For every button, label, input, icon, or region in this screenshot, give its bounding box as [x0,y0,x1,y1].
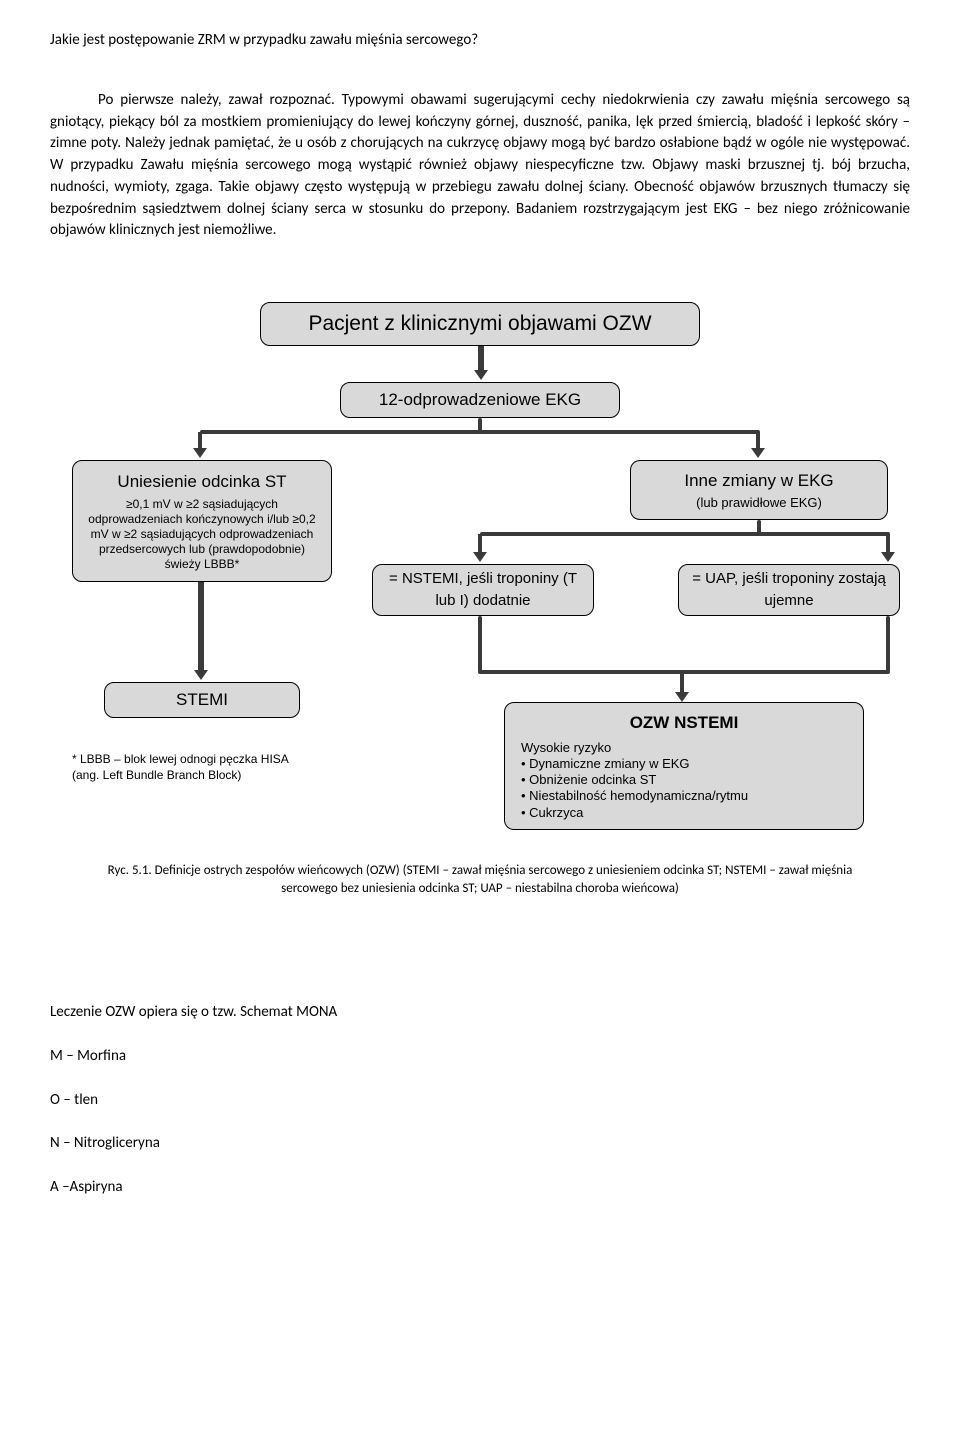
arrow-right-1 [756,432,760,450]
treatment-morphine: M – Morfina [50,1046,910,1068]
node-uap: = UAP, jeśli troponiny zostają ujemne [678,564,900,616]
arrow-stemi [198,582,204,672]
node-other-ekg: Inne zmiany w EKG (lub prawidłowe EKG) [630,460,888,520]
arrow-left-1 [198,432,202,450]
node-st-elevation-sub: ≥0,1 mV w ≥2 sąsiadujących odprowadzenia… [83,497,321,572]
ozw-flowchart: Pacjent z klinicznymi objawami OZW 12-od… [50,302,910,942]
node-uap-label: = UAP, jeśli troponiny zostają ujemne [689,568,889,612]
node-stemi: STEMI [104,682,300,718]
node-patient-ozw: Pacjent z klinicznymi objawami OZW [260,302,700,346]
node-ekg: 12-odprowadzeniowe EKG [340,382,620,418]
intro-paragraph: Po pierwsze należy, zawał rozpoznać. Typ… [50,90,910,242]
node-ekg-label: 12-odprowadzeniowe EKG [379,388,581,413]
figure-caption: Ryc. 5.1. Definicje ostrych zespołów wie… [90,862,870,897]
conn-h-merge [478,670,890,674]
page-heading: Jakie jest postępowanie ZRM w przypadku … [50,30,910,52]
lbbb-footnote: * LBBB – blok lewej odnogi pęczka HISA (… [72,752,289,783]
treatment-aspirin: A –Aspiryna [50,1177,910,1199]
node-st-elevation: Uniesienie odcinka ST ≥0,1 mV w ≥2 sąsia… [72,460,332,582]
node-ozw-nstemi-sub: Wysokie ryzyko • Dynamiczne zmiany w EKG… [521,740,748,821]
treatment-oxygen: O – tlen [50,1090,910,1112]
arrow-1 [478,346,484,372]
node-nstemi: = NSTEMI, jeśli troponiny (T lub I) doda… [372,564,594,616]
node-st-elevation-title: Uniesienie odcinka ST [117,470,286,495]
node-stemi-label: STEMI [176,688,228,713]
node-ozw-nstemi: OZW NSTEMI Wysokie ryzyko • Dynamiczne z… [504,702,864,830]
node-nstemi-label: = NSTEMI, jeśli troponiny (T lub I) doda… [383,568,583,612]
arrow-nstemi [478,534,482,554]
node-other-ekg-title: Inne zmiany w EKG [684,469,833,494]
conn-v-nstemi-down [478,616,482,672]
conn-v-uap-down [886,616,890,672]
treatment-intro: Leczenie OZW opiera się o tzw. Schemat M… [50,1002,910,1024]
treatment-section: Leczenie OZW opiera się o tzw. Schemat M… [50,1002,910,1199]
conn-h-split1 [200,430,760,434]
conn-h-split2 [480,532,890,536]
arrow-ozw-nstemi [680,672,684,694]
node-other-ekg-sub: (lub prawidłowe EKG) [696,495,822,511]
arrow-uap [886,534,890,554]
node-patient-ozw-label: Pacjent z klinicznymi objawami OZW [308,309,651,339]
node-ozw-nstemi-title: OZW NSTEMI [630,711,739,736]
treatment-nitro: N – Nitrogliceryna [50,1133,910,1155]
